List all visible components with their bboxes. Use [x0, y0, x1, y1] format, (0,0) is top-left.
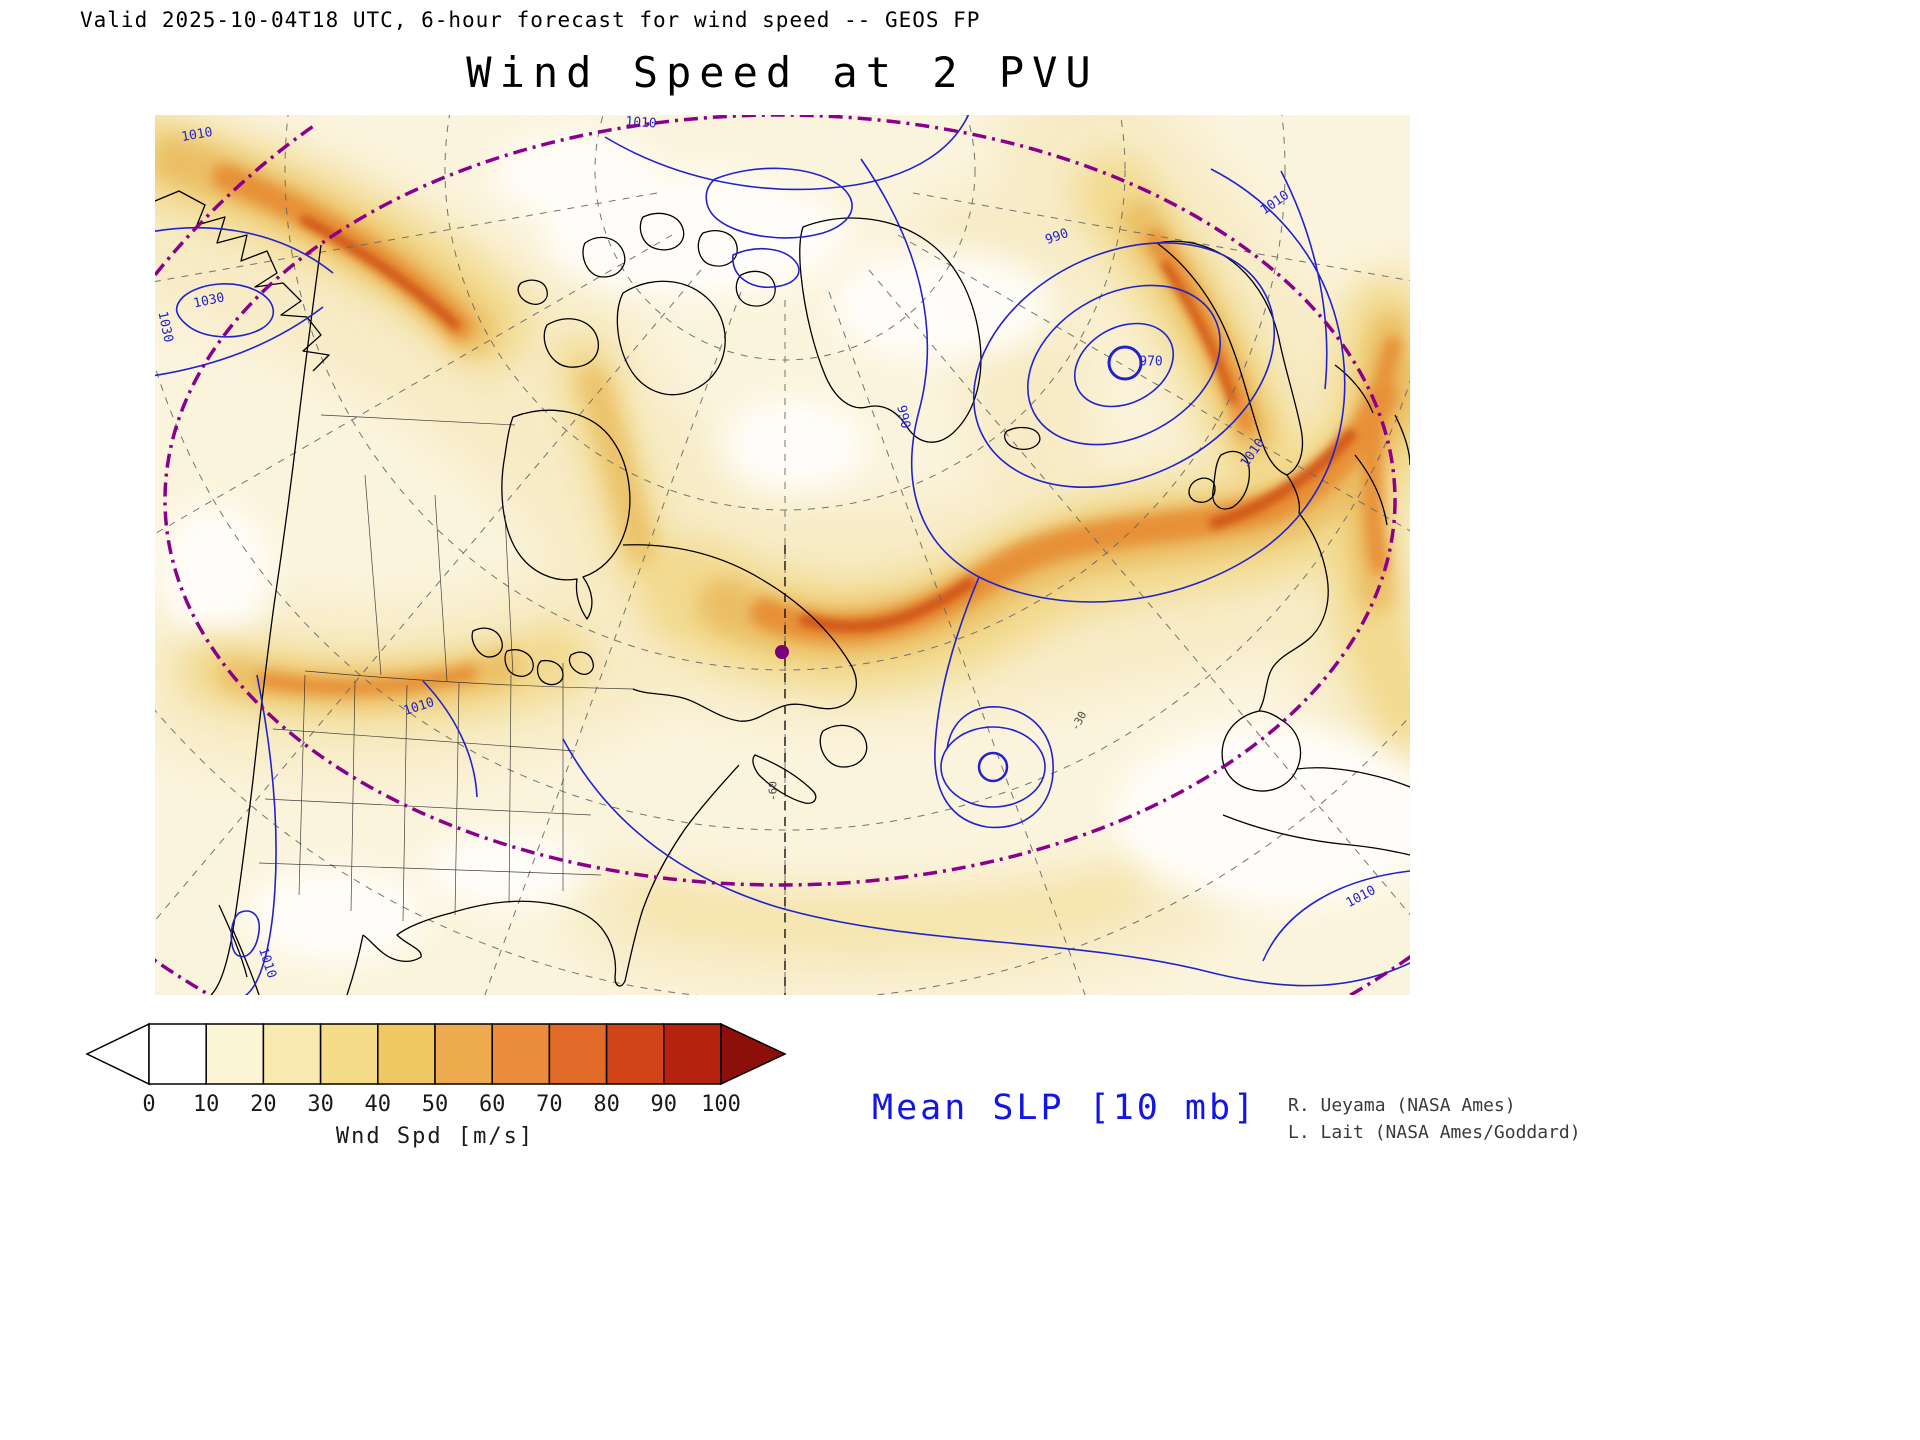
colorbar-cell: [605, 1023, 665, 1085]
colorbar-tick-label: 30: [307, 1092, 334, 1117]
wind-speed-jet-maxima: [300, 215, 1356, 633]
colorbar-scale: [85, 1022, 787, 1086]
latitude-circles: [155, 115, 1410, 995]
colorbar-tick-label: 20: [250, 1092, 277, 1117]
colorbar: 0 10 20 30 40 50 60 70 80 90 100 Wnd Spd [m/s]: [85, 1022, 795, 1152]
colorbar-tick-label: 80: [593, 1092, 620, 1117]
colorbar-cell: [377, 1023, 436, 1085]
page-title: Wind Speed at 2 PVU: [466, 48, 1099, 97]
valid-time-line: Valid 2025-10-04T18 UTC, 6-hour forecast…: [80, 8, 981, 32]
colorbar-cell: [262, 1023, 322, 1085]
colorbar-under-arrow: [85, 1022, 150, 1086]
colorbar-tick-label: 0: [142, 1092, 156, 1117]
colorbar-cell: [205, 1023, 265, 1085]
colorbar-tick-label: 40: [364, 1092, 392, 1117]
credit-line-1: R. Ueyama (NASA Ames): [1288, 1095, 1516, 1116]
colorbar-tick-label: 100: [701, 1092, 741, 1117]
colorbar-cell: [548, 1023, 608, 1085]
colorbar-over-arrow: [720, 1022, 787, 1086]
credit-line-2: L. Lait (NASA Ames/Goddard): [1288, 1122, 1581, 1143]
slp-contours: [155, 115, 1410, 995]
colorbar-cell: [148, 1023, 207, 1085]
colorbar-tick-label: 70: [536, 1092, 563, 1117]
credits: R. Ueyama (NASA Ames) L. Lait (NASA Ames…: [1288, 1092, 1581, 1146]
coastlines: [155, 190, 1410, 995]
forecast-map-canvas: [155, 115, 1410, 995]
colorbar-ticks: 0 10 20 30 40 50 60 70 80 90 100: [85, 1092, 795, 1120]
colorbar-cell: [319, 1023, 379, 1085]
colorbar-cell: [434, 1023, 493, 1085]
colorbar-tick-label: 60: [478, 1092, 506, 1117]
colorbar-title: Wnd Spd [m/s]: [335, 1124, 535, 1149]
marker-dot: [775, 645, 789, 659]
state-boundaries: [258, 414, 634, 922]
colorbar-cell: [663, 1023, 722, 1085]
colorbar-tick-label: 90: [650, 1092, 678, 1117]
graticule: [155, 115, 1410, 995]
colorbar-cell: [491, 1023, 551, 1085]
slp-legend-label: Mean SLP [10 mb]: [872, 1088, 1258, 1128]
forecast-map: 1010 1030 1030 1010 990 990 970 1010 1010 1010 101…: [154, 114, 1410, 995]
colorbar-tick-label: 10: [192, 1092, 220, 1117]
colorbar-tick-label: 50: [421, 1092, 449, 1117]
